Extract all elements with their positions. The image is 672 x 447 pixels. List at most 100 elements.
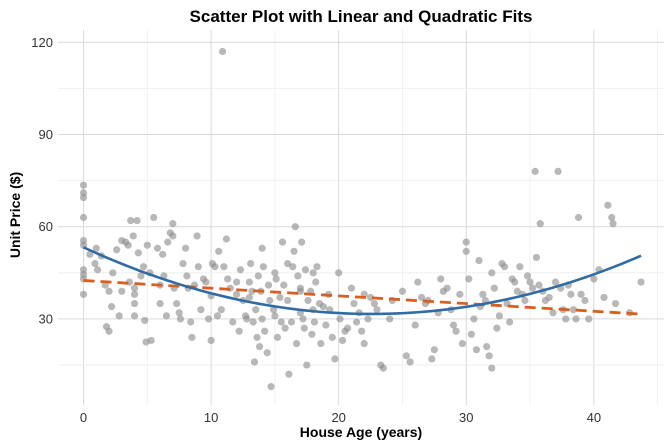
data-point bbox=[91, 260, 99, 268]
data-point bbox=[254, 272, 262, 280]
data-point bbox=[456, 290, 464, 298]
data-point bbox=[258, 315, 266, 323]
data-point bbox=[181, 244, 190, 252]
data-point bbox=[462, 247, 470, 255]
data-point bbox=[150, 213, 158, 222]
data-point bbox=[344, 324, 352, 332]
data-point bbox=[278, 238, 287, 246]
data-point bbox=[483, 342, 491, 351]
data-point bbox=[127, 216, 135, 225]
data-points bbox=[79, 47, 645, 391]
data-point bbox=[134, 249, 142, 257]
linear-fit-line bbox=[83, 279, 642, 316]
data-point bbox=[581, 296, 589, 305]
data-point bbox=[129, 232, 137, 240]
data-point bbox=[428, 355, 436, 363]
data-point bbox=[386, 315, 394, 323]
data-point bbox=[328, 333, 336, 341]
data-point bbox=[609, 220, 617, 228]
data-point bbox=[235, 327, 243, 335]
data-point bbox=[526, 278, 534, 286]
data-point bbox=[197, 306, 205, 314]
data-point bbox=[317, 339, 325, 348]
data-point bbox=[511, 278, 519, 286]
data-point bbox=[322, 321, 330, 329]
data-point bbox=[479, 290, 487, 298]
data-point bbox=[139, 263, 148, 271]
data-point bbox=[443, 284, 451, 292]
data-point bbox=[213, 312, 222, 320]
data-point bbox=[270, 306, 278, 314]
data-point bbox=[567, 290, 575, 298]
data-point bbox=[218, 47, 227, 56]
data-point bbox=[319, 303, 327, 311]
data-point bbox=[249, 318, 257, 326]
data-point bbox=[183, 272, 191, 280]
data-point bbox=[261, 327, 269, 335]
data-point bbox=[299, 315, 307, 323]
data-point bbox=[217, 306, 225, 314]
x-tick-label: 0 bbox=[80, 410, 87, 425]
data-point bbox=[338, 336, 347, 345]
data-point bbox=[360, 339, 368, 348]
data-point bbox=[554, 167, 562, 175]
data-point bbox=[490, 284, 498, 292]
data-point bbox=[470, 315, 478, 323]
data-point bbox=[137, 272, 145, 280]
data-point bbox=[130, 299, 139, 308]
y-tick-label: 60 bbox=[39, 219, 53, 234]
data-point bbox=[289, 263, 297, 271]
data-point bbox=[130, 284, 139, 292]
data-point bbox=[86, 250, 94, 258]
data-point bbox=[493, 324, 501, 332]
data-point bbox=[169, 220, 177, 228]
data-point bbox=[290, 247, 298, 255]
data-point bbox=[245, 293, 253, 302]
data-point bbox=[287, 318, 296, 326]
data-point bbox=[207, 336, 215, 345]
data-point bbox=[551, 278, 560, 286]
data-point bbox=[271, 312, 279, 320]
data-point bbox=[229, 318, 237, 326]
data-point bbox=[309, 269, 317, 277]
data-point bbox=[264, 281, 273, 289]
data-point bbox=[175, 309, 183, 317]
x-axis-title: House Age (years) bbox=[300, 424, 422, 440]
data-point bbox=[414, 278, 422, 286]
data-point bbox=[569, 306, 578, 314]
x-tick-label: 10 bbox=[204, 410, 218, 425]
fit-lines bbox=[82, 246, 642, 316]
data-point bbox=[373, 306, 381, 314]
y-tick-label: 90 bbox=[39, 127, 53, 142]
x-tick-label: 20 bbox=[331, 410, 345, 425]
data-point bbox=[452, 327, 460, 335]
data-point bbox=[312, 278, 320, 286]
data-point bbox=[528, 284, 537, 292]
data-point bbox=[113, 246, 121, 254]
data-point bbox=[156, 299, 164, 308]
data-point bbox=[292, 339, 301, 348]
data-point bbox=[535, 281, 543, 289]
data-point bbox=[590, 275, 598, 283]
data-point bbox=[187, 318, 195, 326]
data-point bbox=[252, 306, 260, 314]
data-point bbox=[109, 269, 117, 277]
data-point bbox=[179, 260, 187, 268]
data-point bbox=[202, 278, 210, 286]
data-point bbox=[271, 269, 279, 277]
data-point bbox=[303, 361, 311, 369]
y-tick-label: 30 bbox=[39, 311, 53, 326]
data-point bbox=[418, 293, 426, 302]
data-point bbox=[352, 318, 361, 326]
data-point bbox=[291, 223, 299, 231]
data-point bbox=[585, 315, 593, 323]
data-point bbox=[495, 312, 504, 320]
data-point bbox=[215, 247, 223, 255]
data-point bbox=[600, 293, 608, 302]
data-point bbox=[79, 290, 88, 298]
data-point bbox=[280, 281, 288, 289]
data-point bbox=[266, 296, 274, 305]
data-point bbox=[336, 315, 344, 323]
data-point bbox=[300, 324, 308, 332]
